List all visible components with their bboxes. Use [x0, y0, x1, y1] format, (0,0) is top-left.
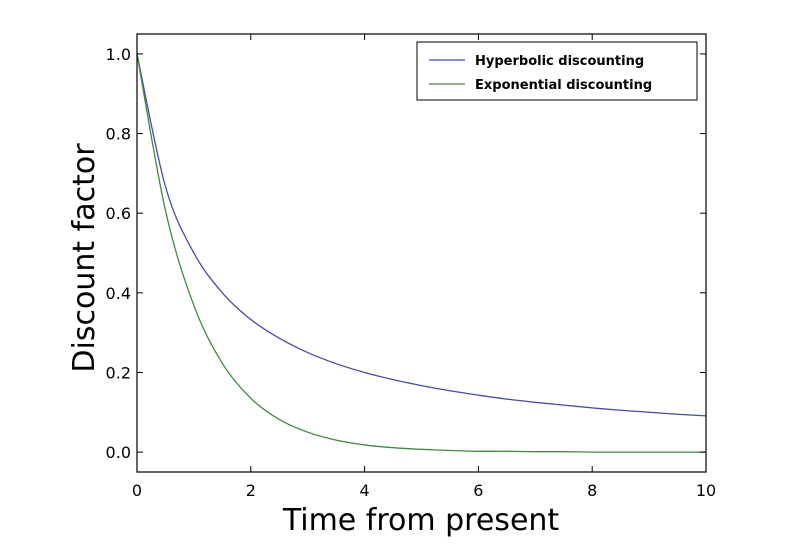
plot-area: 0 2 4 6 8 10 0.0 0.2 0.4 0.6 0.8 1.0: [106, 33, 716, 500]
y-tick-label: 0.4: [106, 284, 131, 303]
legend-label-1: Exponential discounting: [475, 78, 652, 93]
series-line-0: [136, 53, 707, 417]
x-tick-label: 4: [360, 481, 370, 500]
x-tick-label: 8: [587, 481, 597, 500]
y-tick-label: 1.0: [106, 45, 131, 64]
x-tick-label: 10: [696, 481, 716, 500]
x-tick-label: 2: [246, 481, 256, 500]
x-tick-label: 0: [132, 481, 142, 500]
legend: Hyperbolic discounting Exponential discou…: [416, 41, 698, 101]
series-line-1: [136, 53, 706, 453]
y-tick-label: 0.0: [106, 443, 131, 462]
y-tick-label: 0.6: [106, 204, 131, 223]
x-tick-label: 6: [473, 481, 483, 500]
y-tick-label: 0.2: [106, 363, 131, 382]
legend-label-0: Hyperbolic discounting: [475, 54, 644, 69]
legend-box: [416, 41, 698, 101]
y-axis-title: Discount factor: [67, 143, 102, 373]
y-tick-label: 0.8: [106, 125, 131, 144]
x-axis-title: Time from present: [282, 503, 560, 538]
plot-frame: [136, 33, 707, 473]
